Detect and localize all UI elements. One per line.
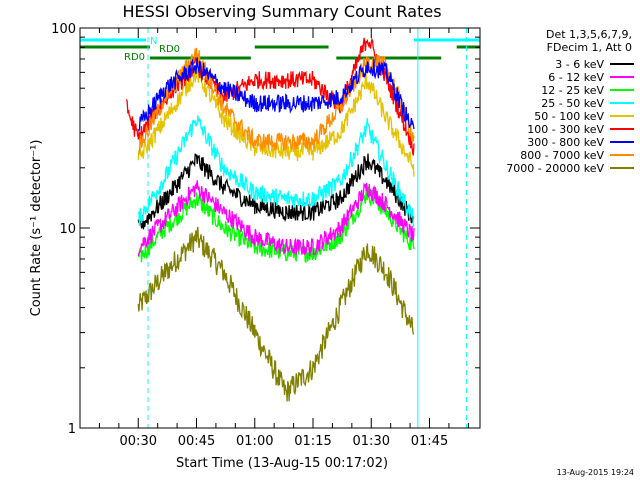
- series-line: [137, 180, 415, 257]
- y-tick-label: 10: [59, 222, 76, 237]
- legend-label: 6 - 12 keV: [548, 71, 604, 84]
- x-tick-label: 01:30: [353, 434, 390, 449]
- legend-header-1: Det 1,3,5,6,7,9,: [546, 28, 632, 41]
- legend-label: 25 - 50 keV: [541, 97, 604, 110]
- x-axis: 00:30 00:45 01:00 01:15 01:30 01:45: [79, 28, 469, 449]
- legend-label: 3 - 6 keV: [555, 58, 604, 71]
- y-axis: 100 10 1: [51, 22, 480, 437]
- y-tick-label: 1: [68, 422, 76, 437]
- x-tick-label: 01:45: [411, 434, 448, 449]
- x-tick-label: 01:00: [236, 434, 273, 449]
- series-line: [137, 226, 415, 402]
- x-tick-label: 00:45: [178, 434, 215, 449]
- flag-label-rd0-left: RD0: [124, 52, 145, 63]
- legend-label: 800 - 7000 keV: [520, 149, 604, 162]
- legend-header-2: FDecim 1, Att 0: [547, 41, 632, 54]
- legend-label: 300 - 800 keV: [527, 136, 604, 149]
- x-tick-label: 00:30: [120, 434, 157, 449]
- y-axis-label: Count Rate (s⁻¹ detector⁻¹): [29, 140, 44, 317]
- chart-title: HESSI Observing Summary Count Rates: [122, 2, 441, 21]
- legend-label: 100 - 300 keV: [527, 123, 604, 136]
- plot-frame: [79, 27, 481, 429]
- series-line: [137, 153, 415, 230]
- flag-label-rd0-top: RD0: [159, 44, 180, 55]
- flag-label-n: N: [150, 36, 157, 47]
- x-axis-label: Start Time (13-Aug-15 00:17:02): [176, 456, 388, 471]
- y-tick-label: 100: [51, 22, 76, 37]
- legend-label: 12 - 25 keV: [541, 84, 604, 97]
- series-line: [137, 57, 415, 133]
- legend-label: 50 - 100 keV: [534, 110, 604, 123]
- series-layer: [125, 37, 415, 402]
- series-line: [137, 115, 415, 229]
- x-tick-label: 01:15: [294, 434, 331, 449]
- footer-timestamp: 13-Aug-2015 19:24: [557, 468, 634, 477]
- legend-label: 7000 - 20000 keV: [506, 162, 604, 175]
- flag-layer: [80, 28, 480, 428]
